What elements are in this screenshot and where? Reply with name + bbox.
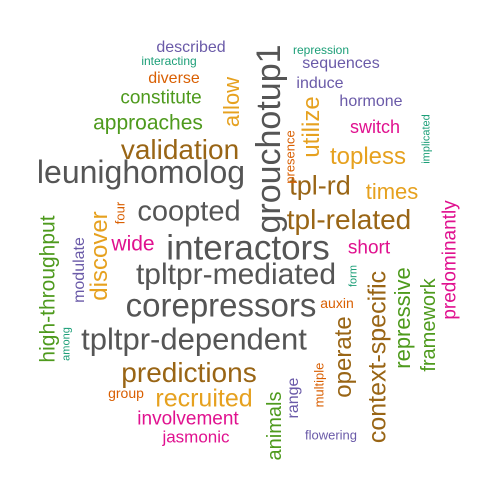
word-tpltpr-dependent: tpltpr-dependent [81, 321, 307, 357]
word-switch: switch [349, 117, 401, 137]
word-repressive: repressive [390, 267, 415, 369]
word-allow: allow [219, 76, 244, 128]
word-interactors: interactors [166, 228, 330, 268]
word-animals: animals [264, 391, 286, 461]
word-group: group [108, 385, 144, 401]
word-form: form [347, 265, 360, 287]
word-times: times [365, 179, 419, 204]
word-wide: wide [111, 232, 155, 256]
word-context-specific: context-specific [363, 270, 392, 444]
word-sequences: sequences [302, 55, 380, 72]
word-utilize: utilize [298, 96, 325, 158]
word-predictions: predictions [121, 357, 257, 388]
word-predominantly: predominantly [439, 200, 461, 320]
word-tpl-related: tpl-related [286, 204, 412, 235]
word-tpl-rd: tpl-rd [289, 170, 351, 201]
word-approaches: approaches [93, 111, 203, 135]
word-range: range [285, 377, 302, 419]
word-short: short [347, 237, 391, 259]
word-involvement: involvement [137, 408, 239, 430]
word-hormone: hormone [339, 93, 403, 110]
word-diverse: diverse [148, 70, 200, 87]
word-multiple: multiple [311, 362, 327, 408]
word-induce: induce [296, 75, 344, 92]
word-grouchotup1: grouchotup1 [250, 44, 288, 234]
word-jasmonic: jasmonic [162, 427, 230, 447]
word-among: among [60, 327, 73, 361]
word-high-throughput: high-throughput [36, 215, 60, 363]
word-framework: framework [418, 278, 440, 372]
word-four: four [112, 201, 128, 225]
word-constitute: constitute [120, 87, 202, 109]
word-flowering: flowering [304, 427, 358, 443]
word-corepressors: corepressors [125, 286, 317, 324]
word-operate: operate [330, 316, 357, 398]
word-described: described [156, 39, 226, 56]
word-tpltpr-mediated: tpltpr-mediated [135, 258, 337, 291]
word-leunighomolog: leunighomolog [36, 154, 246, 190]
word-coopted: coopted [137, 195, 241, 228]
word-topless: topless [329, 143, 407, 170]
word-presence: presence [282, 130, 298, 184]
word-auxin: auxin [320, 295, 354, 311]
word-recruited: recruited [155, 384, 253, 413]
word-repression: repression [292, 43, 350, 57]
word-discover: discover [86, 211, 113, 301]
word-interacting: interacting [141, 54, 197, 68]
word-validation: validation [120, 134, 240, 165]
word-implicated: implicated [420, 114, 433, 164]
